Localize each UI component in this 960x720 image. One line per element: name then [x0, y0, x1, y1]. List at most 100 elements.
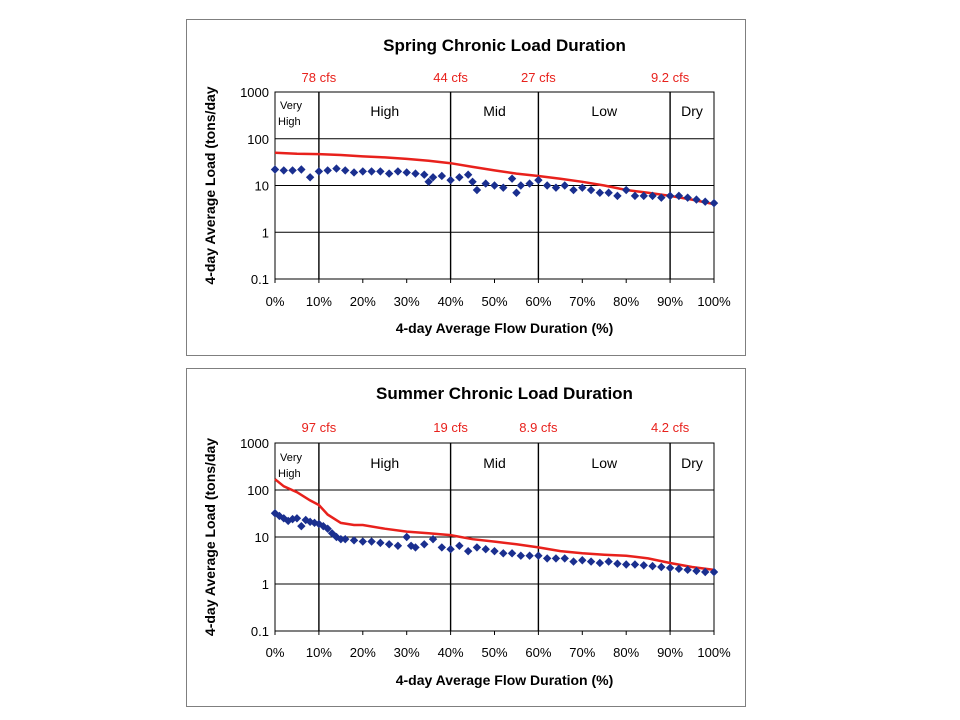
data-point	[384, 540, 394, 549]
data-point	[622, 560, 631, 569]
x-tick-label: 80%	[613, 294, 639, 309]
data-point	[393, 167, 403, 176]
x-tick-label: 90%	[657, 645, 683, 660]
x-tick-label: 10%	[306, 645, 332, 660]
data-point	[420, 540, 429, 549]
data-point	[657, 562, 666, 572]
data-point	[665, 191, 675, 201]
x-tick-label: 50%	[481, 294, 507, 309]
data-point	[323, 166, 332, 175]
y-axis-label: 4-day Average Load (tons/day	[202, 438, 218, 636]
data-point	[665, 563, 675, 573]
data-point	[283, 516, 293, 526]
x-tick-label: 30%	[394, 294, 420, 309]
data-point	[622, 185, 631, 195]
x-tick-label: 90%	[657, 294, 683, 309]
data-point	[551, 183, 561, 192]
y-axis-label: 4-day Average Load (tons/day	[202, 86, 218, 284]
data-point	[578, 183, 587, 192]
data-point	[709, 567, 719, 577]
data-point	[701, 567, 710, 577]
data-point	[376, 538, 385, 548]
data-point	[639, 561, 648, 570]
flow-label: 78 cfs	[302, 70, 337, 85]
x-axis-label: 4-day Average Flow Duration (%)	[396, 672, 614, 688]
x-tick-label: 100%	[697, 294, 731, 309]
data-point	[455, 173, 464, 182]
data-point	[674, 191, 684, 201]
data-point	[376, 167, 385, 176]
data-point	[542, 181, 552, 190]
data-point	[468, 177, 477, 186]
zone-label-mid: Mid	[483, 455, 506, 471]
chart-title: Summer Chronic Load Duration	[376, 384, 633, 403]
data-point	[279, 166, 288, 175]
y-tick-label: 10	[255, 179, 269, 194]
data-point	[595, 188, 605, 197]
data-point	[341, 534, 350, 544]
x-tick-label: 20%	[350, 294, 376, 309]
data-point	[437, 171, 447, 181]
y-tick-label: 1000	[240, 85, 269, 100]
data-point	[463, 546, 473, 556]
data-point	[402, 168, 411, 177]
chart-title: Spring Chronic Load Duration	[383, 36, 626, 55]
data-point	[481, 179, 490, 188]
x-tick-label: 40%	[438, 645, 464, 660]
data-point	[305, 173, 315, 182]
data-point	[472, 543, 482, 552]
data-point	[393, 541, 403, 550]
x-tick-label: 30%	[394, 645, 420, 660]
data-point	[534, 551, 543, 560]
flow-label: 19 cfs	[433, 420, 468, 435]
zone-label-dry: Dry	[681, 455, 703, 471]
y-tick-label: 0.1	[251, 272, 269, 287]
flow-label: 44 cfs	[433, 70, 468, 85]
data-point	[534, 175, 543, 185]
data-point	[402, 532, 411, 542]
data-point	[701, 197, 710, 206]
data-point	[341, 166, 350, 175]
data-point	[420, 170, 429, 179]
flow-label: 9.2 cfs	[651, 70, 690, 85]
y-tick-label: 100	[247, 132, 269, 147]
data-point	[586, 185, 596, 195]
flow-label: 27 cfs	[521, 70, 556, 85]
zone-label-mid: Mid	[483, 103, 506, 119]
summer-chart-svg: Summer Chronic Load Duration 0.1 1 10 100 100…	[202, 384, 731, 688]
data-point	[560, 181, 569, 190]
data-point	[578, 556, 587, 565]
data-point	[630, 191, 640, 201]
zone-label-high: High	[370, 455, 399, 471]
data-point	[463, 170, 473, 179]
data-point	[455, 541, 464, 550]
data-point	[472, 185, 482, 195]
data-point	[613, 559, 622, 568]
data-point	[586, 557, 596, 566]
data-point	[569, 557, 578, 566]
data-point	[332, 164, 341, 173]
x-tick-label: 100%	[697, 645, 731, 660]
x-tick-label: 70%	[569, 645, 595, 660]
x-tick-label: 20%	[350, 645, 376, 660]
data-point	[595, 558, 605, 568]
data-point	[551, 554, 561, 563]
x-tick-label: 10%	[306, 294, 332, 309]
data-point	[437, 543, 447, 552]
data-point	[384, 169, 394, 178]
data-point	[512, 188, 521, 197]
x-tick-label: 60%	[525, 645, 551, 660]
data-point	[516, 181, 526, 190]
data-point	[358, 537, 367, 546]
x-axis-label: 4-day Average Flow Duration (%)	[396, 320, 614, 336]
data-point	[446, 175, 455, 185]
data-point	[349, 168, 359, 177]
zone-label-very-high: Very High	[278, 100, 303, 128]
data-point	[297, 521, 306, 531]
data-point	[270, 165, 280, 174]
data-point	[569, 185, 578, 195]
data-point	[490, 546, 499, 556]
y-tick-label: 100	[247, 483, 269, 498]
data-point	[490, 181, 499, 190]
data-point	[288, 166, 297, 175]
